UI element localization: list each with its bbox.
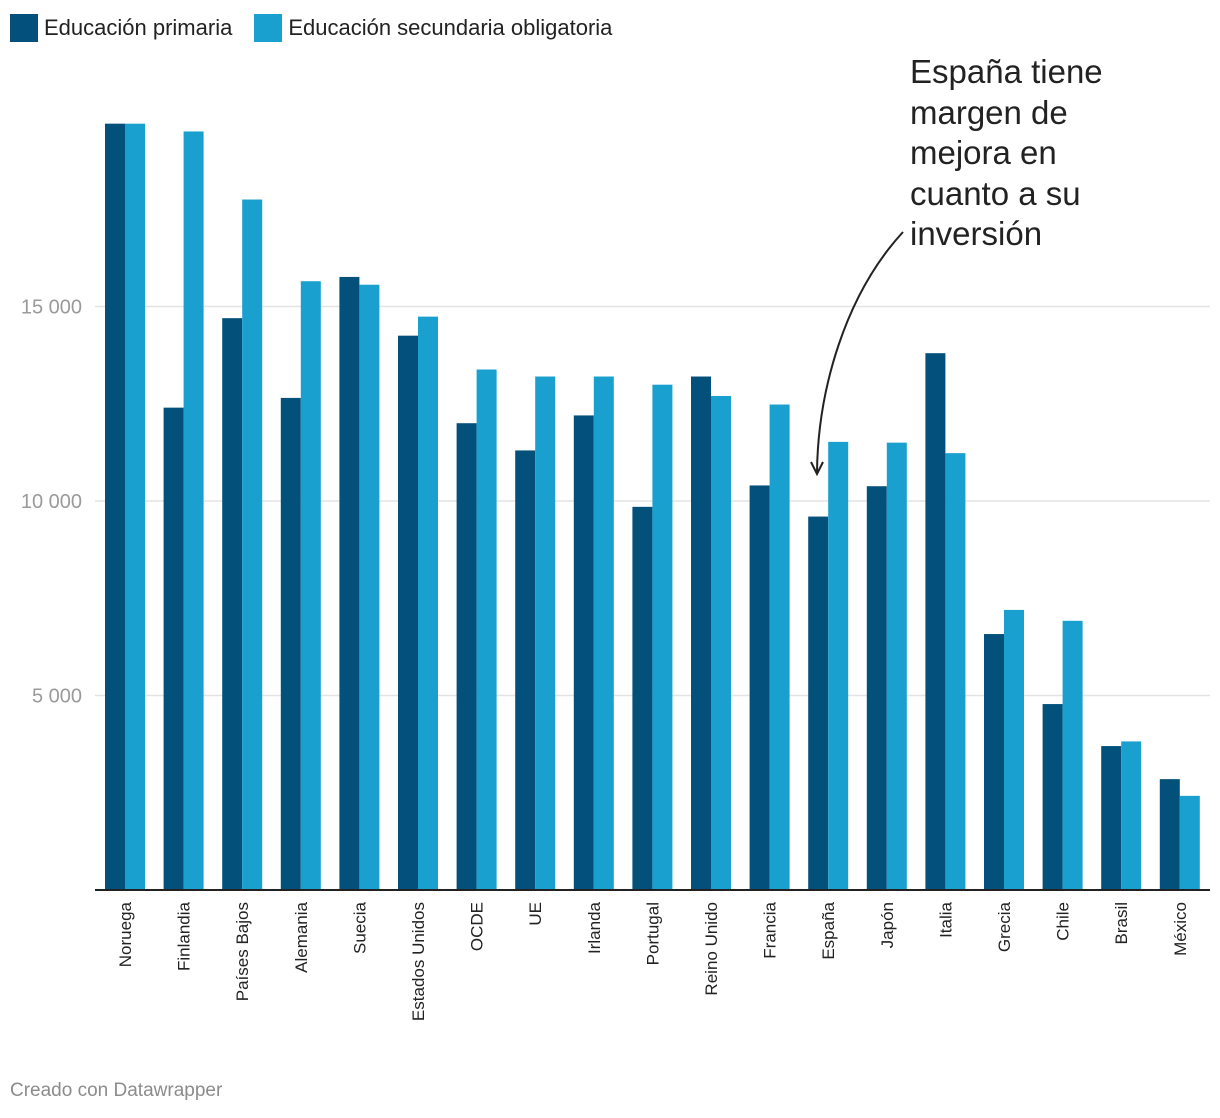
y-axis-tick-labels: 5 000 10 000 15 000 bbox=[21, 297, 82, 708]
bar-primaria-17[interactable] bbox=[1101, 746, 1122, 890]
bar-primaria-11[interactable] bbox=[749, 485, 770, 890]
x-category-label: Países Bajos bbox=[233, 902, 252, 1001]
y-tick-label: 10 000 bbox=[21, 491, 82, 513]
bar-secundaria-11[interactable] bbox=[769, 404, 790, 890]
bar-secundaria-10[interactable] bbox=[711, 395, 731, 890]
x-category-label: Alemania bbox=[292, 901, 311, 972]
bar-secundaria-2[interactable] bbox=[242, 199, 263, 890]
bar-primaria-13[interactable] bbox=[866, 486, 887, 890]
x-category-label: Suecia bbox=[350, 901, 369, 954]
bar-primaria-8[interactable] bbox=[573, 415, 594, 890]
bar-secundaria-5[interactable] bbox=[418, 316, 438, 890]
x-category-label: Brasil bbox=[1112, 902, 1131, 945]
legend: Educación primaria Educación secundaria … bbox=[10, 13, 634, 43]
annotation-arrow bbox=[816, 231, 904, 473]
annotation-text: España tiene margen de mejora en cuanto … bbox=[910, 53, 1103, 252]
bar-primaria-1[interactable] bbox=[163, 407, 184, 890]
x-category-label: Reino Unido bbox=[702, 902, 721, 996]
x-category-label: Finlandia bbox=[175, 901, 194, 971]
bar-secundaria-4[interactable] bbox=[359, 284, 380, 890]
x-category-label: Portugal bbox=[643, 902, 662, 965]
bar-primaria-9[interactable] bbox=[632, 506, 653, 890]
bar-secundaria-1[interactable] bbox=[183, 131, 204, 890]
bar-secundaria-8[interactable] bbox=[593, 376, 614, 890]
bar-primaria-2[interactable] bbox=[222, 318, 243, 890]
bars bbox=[105, 123, 1200, 891]
bar-primaria-12[interactable] bbox=[808, 516, 829, 890]
bar-primaria-6[interactable] bbox=[456, 423, 477, 890]
legend-label-primaria: Educación primaria bbox=[44, 15, 233, 40]
x-category-label: Japón bbox=[878, 902, 897, 948]
y-tick-label: 5 000 bbox=[32, 686, 82, 708]
bar-primaria-4[interactable] bbox=[339, 276, 360, 890]
bar-secundaria-14[interactable] bbox=[945, 453, 966, 890]
x-category-label: México bbox=[1171, 902, 1190, 956]
bar-secundaria-15[interactable] bbox=[1004, 609, 1024, 890]
x-category-label: Noruega bbox=[116, 901, 135, 967]
legend-swatch-primaria bbox=[10, 14, 38, 42]
x-category-label: UE bbox=[526, 902, 545, 926]
legend-item-secundaria[interactable]: Educación secundaria obligatoria bbox=[254, 14, 612, 42]
x-category-label: Francia bbox=[761, 901, 780, 958]
bar-secundaria-0[interactable] bbox=[125, 123, 145, 891]
x-category-label: España bbox=[819, 901, 838, 959]
bar-secundaria-12[interactable] bbox=[828, 441, 849, 890]
bar-secundaria-13[interactable] bbox=[886, 442, 907, 890]
x-category-label: Estados Unidos bbox=[409, 902, 428, 1021]
legend-item-primaria[interactable]: Educación primaria bbox=[10, 14, 232, 42]
bar-secundaria-16[interactable] bbox=[1062, 620, 1083, 890]
x-category-label: Italia bbox=[936, 901, 955, 937]
x-category-label: OCDE bbox=[468, 902, 487, 951]
bar-primaria-15[interactable] bbox=[984, 634, 1004, 890]
bar-secundaria-9[interactable] bbox=[652, 384, 673, 890]
bar-primaria-16[interactable] bbox=[1042, 704, 1063, 890]
bar-primaria-18[interactable] bbox=[1159, 779, 1180, 890]
legend-swatch-secundaria bbox=[254, 14, 283, 42]
legend-label-secundaria: Educación secundaria obligatoria bbox=[288, 15, 613, 40]
bar-primaria-3[interactable] bbox=[280, 397, 301, 890]
annotation-arrowhead bbox=[810, 461, 824, 477]
bar-primaria-10[interactable] bbox=[691, 376, 711, 890]
bar-primaria-0[interactable] bbox=[105, 123, 125, 891]
bar-secundaria-7[interactable] bbox=[535, 376, 556, 890]
bar-primaria-7[interactable] bbox=[515, 450, 536, 890]
bar-primaria-14[interactable] bbox=[925, 353, 946, 890]
x-axis-category-labels: Noruega Finlandia Países Bajos Alemania Suec… bbox=[116, 901, 1190, 1021]
bar-secundaria-17[interactable] bbox=[1121, 741, 1142, 890]
x-category-label: Chile bbox=[1054, 902, 1073, 941]
x-category-label: Irlanda bbox=[585, 901, 604, 954]
bar-secundaria-3[interactable] bbox=[300, 281, 321, 891]
bar-secundaria-18[interactable] bbox=[1179, 795, 1200, 890]
bar-primaria-5[interactable] bbox=[398, 335, 418, 890]
x-category-label: Grecia bbox=[995, 901, 1014, 952]
y-tick-label: 15 000 bbox=[21, 297, 82, 319]
bar-secundaria-6[interactable] bbox=[476, 369, 497, 890]
credit-text[interactable]: Creado con Datawrapper bbox=[10, 1080, 223, 1101]
